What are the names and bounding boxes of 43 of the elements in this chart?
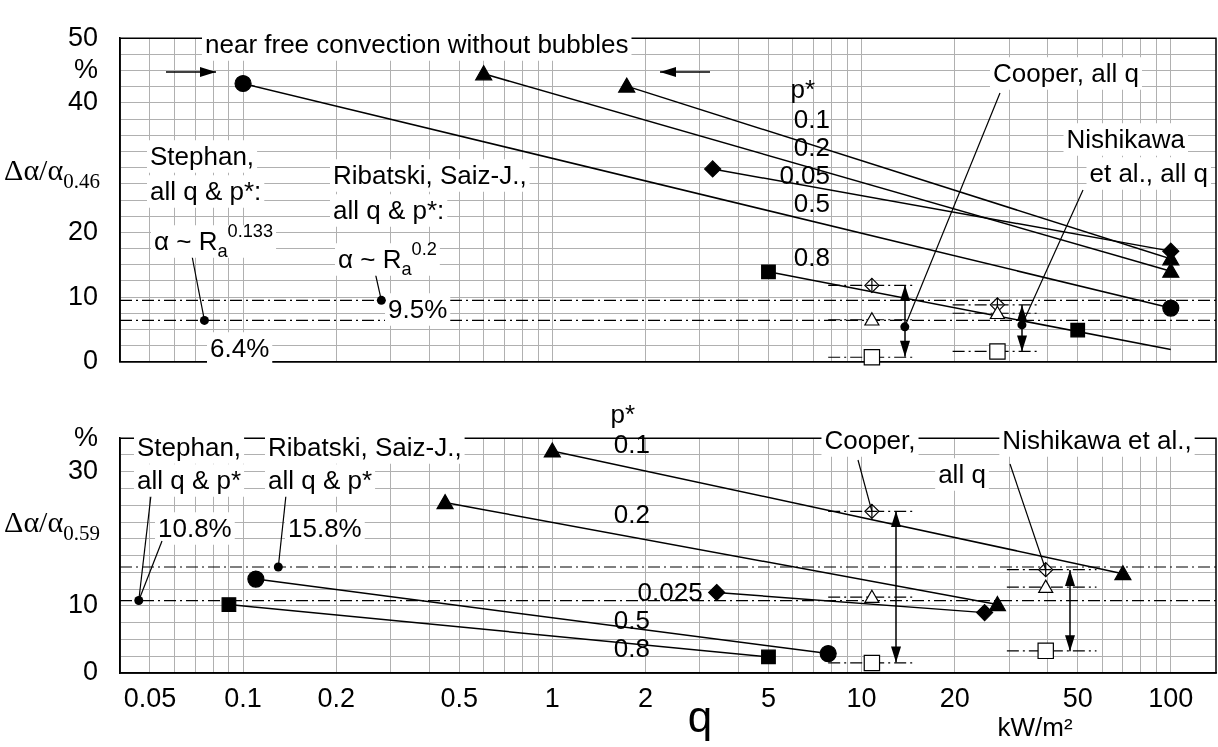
y-tick-label: 30 — [67, 455, 98, 486]
annotation: Cooper, all q — [993, 58, 1139, 88]
x-axis-title: q — [687, 692, 713, 741]
annotation: Stephan, all q & p* — [137, 432, 242, 495]
y-tick-label: 0 — [82, 656, 98, 687]
annotation: Nishikawa et al., all q — [938, 425, 1192, 489]
series-label: 0.2 — [613, 499, 651, 530]
x-tick-label: 100 — [1148, 682, 1194, 713]
x-tick-label: 2 — [637, 682, 653, 713]
annotation: Cooper, — [824, 425, 916, 455]
x-tick-label: 10 — [846, 682, 877, 713]
legend-title: p* — [790, 73, 815, 104]
series-label: 0.05 — [779, 159, 831, 190]
series-label: 0.1 — [613, 429, 651, 460]
series-label: 0.5 — [613, 605, 651, 636]
y-tick-label: 40 — [67, 86, 98, 117]
annotation: Ribatski, Saiz-J., all q & p* — [268, 432, 462, 495]
x-tick-label: 20 — [939, 682, 970, 713]
y-tick-label: 0 — [82, 345, 98, 376]
ref-line-label: 10.8% — [158, 513, 232, 543]
y-tick-label: % — [73, 54, 98, 85]
y-tick-label: % — [73, 421, 98, 452]
legend-title: p* — [610, 399, 635, 430]
x-tick-label: 5 — [760, 682, 776, 713]
y-tick-label: 50 — [67, 21, 98, 52]
series-label: 0.5 — [793, 187, 831, 218]
ref-line-label: 15.8% — [288, 513, 362, 543]
x-tick-label: 0.05 — [123, 682, 177, 713]
y-tick-label: 10 — [67, 280, 98, 311]
series-label: 0.8 — [793, 242, 831, 273]
y-tick-label: 10 — [67, 589, 98, 620]
x-tick-label: 1 — [544, 682, 560, 713]
y-tick-label: 20 — [67, 215, 98, 246]
legend-label: 6.4% — [210, 333, 270, 363]
series-label: 0.1 — [793, 103, 831, 134]
annotation: near free convection without bubbles — [205, 29, 629, 59]
x-tick-label: 0.5 — [440, 682, 478, 713]
x-tick-label: 0.2 — [317, 682, 355, 713]
annotation: Nishikawa et al., all q — [1066, 124, 1208, 188]
ref-line-label: 9.5% — [388, 294, 448, 324]
x-tick-label: 0.1 — [224, 682, 262, 713]
x-tick-label: 50 — [1062, 682, 1093, 713]
text: kW/m² — [997, 712, 1073, 742]
